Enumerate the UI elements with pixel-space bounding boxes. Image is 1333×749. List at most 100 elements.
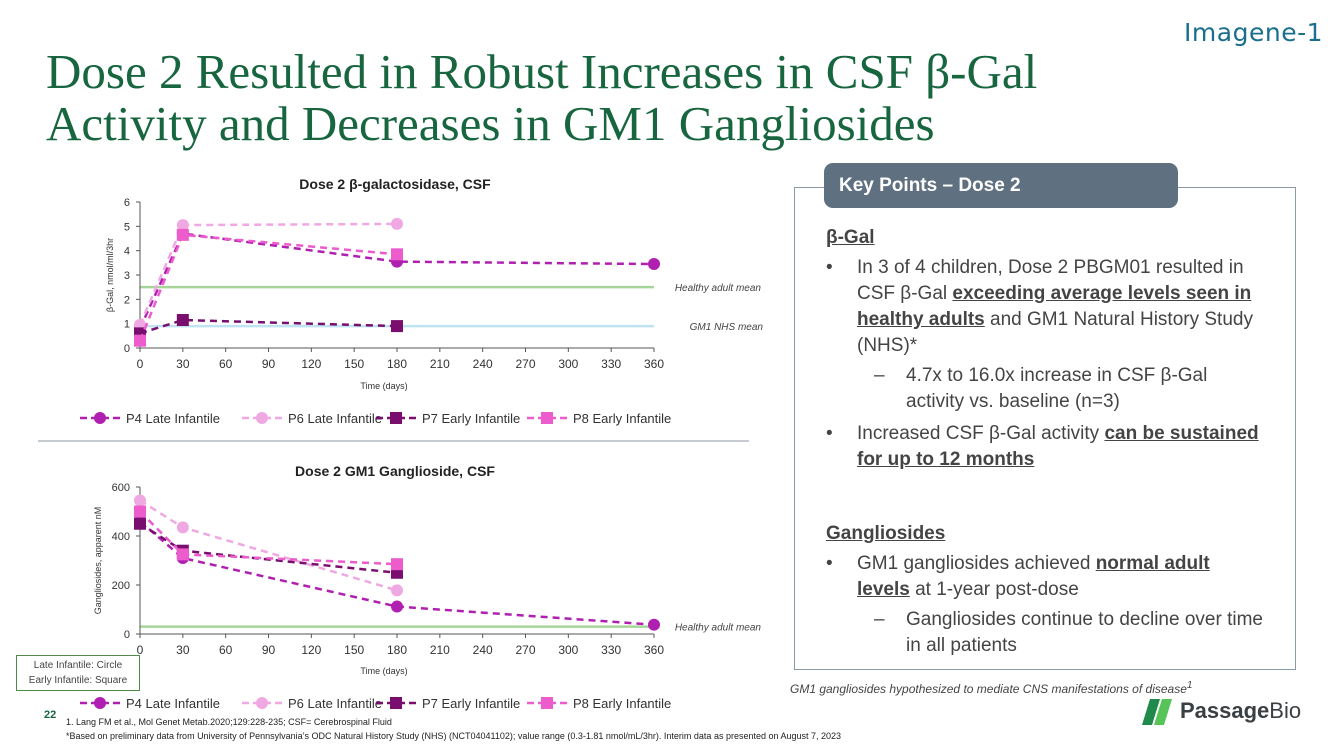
- bgal-bullet-1: • In 3 of 4 children, Dose 2 PBGM01 resul…: [826, 257, 1253, 356]
- logo-word-passage: Passage: [1180, 698, 1270, 723]
- bgal-chart-point-p8-early-infantile: [391, 248, 403, 261]
- bgal-sub-text: 4.7x to 16.0x increase in CSF β-Gal acti…: [906, 365, 1208, 412]
- marker-legend-late: Late Infantile: Circle: [33, 660, 123, 671]
- bgal-heading: β-Gal: [826, 227, 875, 248]
- ganglioside-chart-legend-label-p7-early-infantile: P7 Early Infantile: [422, 696, 520, 711]
- bgal-chart-x-tick-label: 30: [176, 357, 190, 371]
- slide-title: Dose 2 Resulted in Robust Increases in C…: [46, 46, 1226, 150]
- bgal-chart-x-tick-label: 120: [301, 357, 321, 371]
- bgal-chart-x-axis-label: Time (days): [360, 381, 407, 391]
- disease-footnote: GM1 gangliosides hypothesized to mediate…: [790, 680, 1192, 696]
- ganglioside-chart-x-tick-label: 270: [515, 643, 535, 657]
- ganglioside-chart-x-tick-label: 330: [601, 643, 621, 657]
- passagebio-logo-icon: [1142, 699, 1172, 725]
- ganglioside-chart-legend-marker-p8-early-infantile: [541, 697, 553, 709]
- ganglioside-chart-legend-label-p8-early-infantile: P8 Early Infantile: [573, 696, 671, 711]
- ganglioside-chart-y-tick-label: 200: [112, 580, 130, 592]
- bgal-chart-x-tick-label: 330: [601, 357, 621, 371]
- key-points-content: β-Gal • In 3 of 4 children, Dose 2 PBGM01…: [826, 225, 1266, 665]
- bgal-chart-legend-label-p7-early-infantile: P7 Early Infantile: [422, 411, 520, 426]
- ganglioside-chart-series-line-p4-late-infantile: [139, 520, 655, 626]
- bgal-b1-tail: and GM1 Natural History Study (NHS)*: [857, 309, 1253, 356]
- title-line-2: Activity and Decreases in GM1 Gangliosid…: [46, 96, 935, 151]
- bgal-chart-x-tick-label: 0: [137, 357, 144, 371]
- page-number: 22: [44, 709, 57, 721]
- passagebio-logo-text: PassageBio: [1180, 698, 1301, 724]
- ganglioside-chart-x-tick-label: 360: [644, 643, 664, 657]
- bgal-chart-y-tick-label: 1: [124, 319, 130, 331]
- ganglioside-chart-y-axis-label: Gangliosides, apparent nM: [93, 507, 103, 615]
- bgal-chart-x-tick-label: 210: [430, 357, 450, 371]
- imagene-1-brand: Imagene-1: [1184, 18, 1323, 47]
- ganglioside-chart-point-p8-early-infantile: [134, 505, 146, 518]
- ganglioside-chart-point-p6-late-infantile: [134, 494, 146, 507]
- marker-legend-box: Late Infantile: Circle Early Infantile: …: [16, 655, 140, 691]
- ganglioside-chart-y-tick-label: 400: [112, 531, 130, 543]
- bgal-chart-y-tick-label: 4: [124, 246, 130, 258]
- bgal-chart-y-axis-label: β-Gal, nmol/ml/3hr: [105, 238, 115, 312]
- bgal-chart-y-tick-label: 0: [124, 343, 130, 355]
- bgal-b1-emphasis: exceeding average levels seen in healthy…: [857, 283, 1252, 330]
- bgal-chart-point-p8-early-infantile: [134, 334, 146, 347]
- ganglioside-chart-x-tick-label: 90: [262, 643, 276, 657]
- bgal-chart-x-tick-label: 90: [262, 357, 276, 371]
- ganglioside-chart-legend-marker-p4-late-infantile: [94, 697, 106, 709]
- ganglioside-chart-x-tick-label: 150: [344, 643, 364, 657]
- gangliosides-heading: Gangliosides: [826, 523, 946, 544]
- bgal-chart-y-tick-label: 6: [124, 197, 130, 209]
- ganglio-b1-emphasis: normal adult levels: [857, 553, 1210, 600]
- bgal-chart-x-tick-label: 360: [644, 357, 664, 371]
- ganglioside-chart-x-tick-label: 210: [430, 643, 450, 657]
- bgal-chart-y-tick-label: 2: [124, 294, 130, 306]
- title-line-1: Dose 2 Resulted in Robust Increases in C…: [46, 44, 1038, 99]
- bgal-b2-text: Increased CSF β-Gal activity: [857, 423, 1105, 444]
- ganglioside-chart-legend-marker-p7-early-infantile: [390, 697, 402, 709]
- ganglioside-chart-y-tick-label: 600: [112, 482, 130, 494]
- ganglioside-chart-y-tick-label: 0: [124, 629, 130, 641]
- bgal-chart-x-tick-label: 60: [219, 357, 233, 371]
- bgal-chart-x-tick-label: 300: [558, 357, 578, 371]
- bgal-chart-ref-label-healthy-adult-mean: Healthy adult mean: [675, 283, 762, 294]
- ganglioside-chart-point-p6-late-infantile: [176, 521, 189, 534]
- bgal-bullet-2: • Increased CSF β-Gal activity can be sus…: [826, 423, 1259, 470]
- bgal-chart-point-p8-early-infantile: [176, 228, 189, 241]
- bgal-chart-legend-marker-p4-late-infantile: [94, 412, 106, 424]
- bgal-chart-x-tick-label: 150: [344, 357, 364, 371]
- bgal-chart-point-p7-early-infantile: [391, 320, 403, 333]
- ganglioside-chart-ref-label-healthy-adult-mean: Healthy adult mean: [675, 623, 762, 634]
- ganglioside-chart-x-tick-label: 240: [473, 643, 493, 657]
- ganglio-b1-text: GM1 gangliosides achieved: [857, 553, 1096, 574]
- ganglioside-chart-point-p8-early-infantile: [391, 558, 403, 571]
- ganglioside-chart-point-p4-late-infantile: [648, 618, 660, 631]
- ganglioside-chart-x-tick-label: 180: [387, 643, 407, 657]
- bgal-chart-legend-marker-p8-early-infantile: [541, 412, 553, 424]
- bgal-chart-legend-label-p4-late-infantile: P4 Late Infantile: [126, 411, 220, 426]
- ganglio-bullet-1: • GM1 gangliosides achieved normal adult …: [826, 553, 1210, 600]
- bgal-chart-x-tick-label: 270: [515, 357, 535, 371]
- logo-word-bio: Bio: [1269, 698, 1302, 723]
- ganglioside-chart-x-tick-label: 300: [558, 643, 578, 657]
- bgal-chart-title: Dose 2 β-galactosidase, CSF: [299, 176, 491, 192]
- bgal-chart-point-p6-late-infantile: [391, 217, 403, 230]
- ganglioside-chart-legend-label-p4-late-infantile: P4 Late Infantile: [126, 696, 220, 711]
- bgal-chart-series-line-p4-late-infantile: [138, 232, 655, 330]
- ganglioside-chart-point-p4-late-infantile: [391, 600, 403, 613]
- bgal-b2-emphasis: can be sustained for up to 12 months: [857, 423, 1259, 470]
- ganglioside-chart-title: Dose 2 GM1 Ganglioside, CSF: [295, 463, 495, 479]
- ganglio-sub-text: Gangliosides continue to decline over ti…: [906, 609, 1263, 656]
- bgal-chart-legend-label-p8-early-infantile: P8 Early Infantile: [573, 411, 671, 426]
- ganglioside-chart-point-p7-early-infantile: [134, 517, 146, 530]
- ganglioside-chart-x-tick-label: 60: [219, 643, 233, 657]
- bgal-chart-y-tick-label: 5: [124, 221, 130, 233]
- key-points-header: Key Points – Dose 2: [824, 163, 1178, 208]
- ganglioside-chart-x-tick-label: 30: [176, 643, 190, 657]
- bgal-chart-point-p4-late-infantile: [648, 258, 660, 271]
- bgal-chart-legend-marker-p6-late-infantile: [256, 412, 268, 424]
- marker-legend-early: Early Infantile: Square: [28, 675, 128, 686]
- ganglioside-chart-legend-marker-p6-late-infantile: [256, 697, 268, 709]
- bgal-b1-text: In 3 of 4 children, Dose 2 PBGM01 result…: [857, 257, 1244, 304]
- bgal-chart-legend-marker-p7-early-infantile: [390, 412, 402, 424]
- reference-1: 1. Lang FM et al., Mol Genet Metab.2020;…: [66, 717, 392, 727]
- bgal-chart-point-p6-late-infantile: [176, 219, 189, 232]
- bgal-chart-legend-label-p6-late-infantile: P6 Late Infantile: [288, 411, 382, 426]
